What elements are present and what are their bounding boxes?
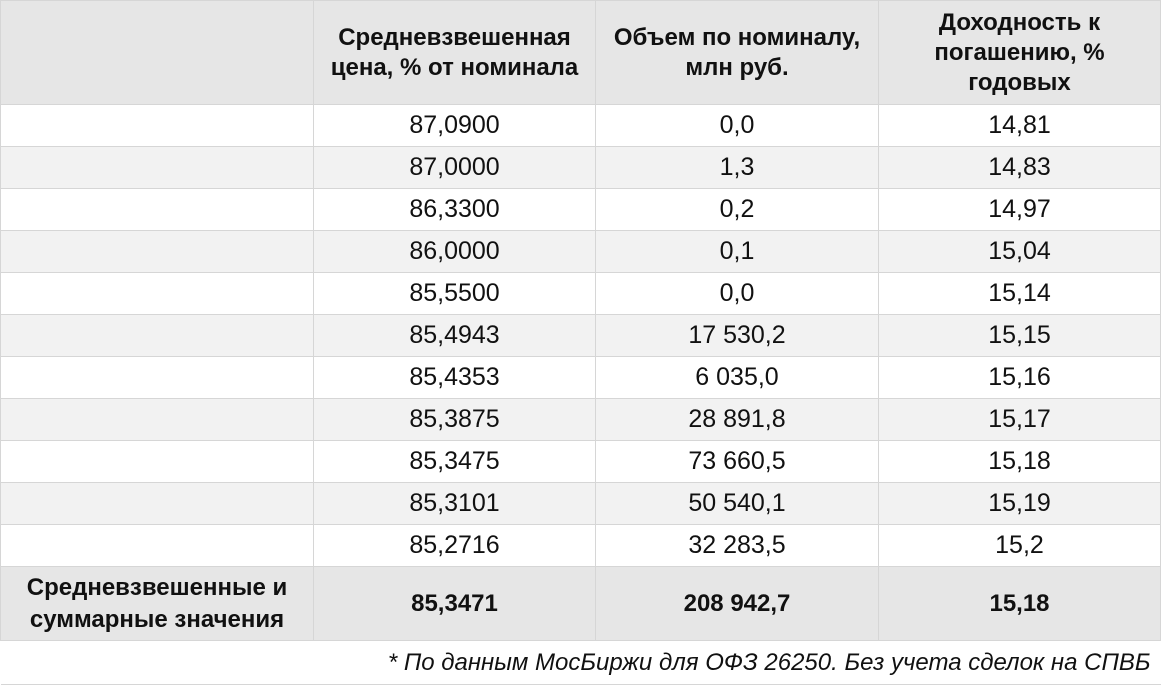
yield-cell: 14,97 [878, 188, 1161, 231]
row-label-cell [0, 482, 314, 525]
yield-cell: 15,15 [878, 314, 1161, 357]
table-row: 86,3300 0,2 14,97 [0, 188, 1161, 231]
price-cell: 85,5500 [313, 272, 596, 315]
yield-cell: 15,14 [878, 272, 1161, 315]
header-yield: Доходность к погашению, % годовых [878, 0, 1161, 105]
yield-cell: 15,17 [878, 398, 1161, 441]
volume-cell: 0,0 [595, 104, 879, 147]
row-label-cell [0, 272, 314, 315]
table-row: 85,3101 50 540,1 15,19 [0, 482, 1161, 525]
header-empty-cell [0, 0, 314, 105]
footnote-row: * По данным МосБиржи для ОФЗ 26250. Без … [0, 640, 1161, 685]
row-label-cell [0, 440, 314, 483]
volume-cell: 0,2 [595, 188, 879, 231]
volume-cell: 73 660,5 [595, 440, 879, 483]
volume-cell: 6 035,0 [595, 356, 879, 399]
volume-cell: 1,3 [595, 146, 879, 189]
total-volume: 208 942,7 [595, 566, 879, 641]
price-cell: 86,0000 [313, 230, 596, 273]
volume-cell: 28 891,8 [595, 398, 879, 441]
table-row: 85,4353 6 035,0 15,16 [0, 356, 1161, 399]
table-row: 85,2716 32 283,5 15,2 [0, 524, 1161, 567]
volume-cell: 0,0 [595, 272, 879, 315]
table-row: 85,3475 73 660,5 15,18 [0, 440, 1161, 483]
price-cell: 85,2716 [313, 524, 596, 567]
row-label-cell [0, 104, 314, 147]
footnote: * По данным МосБиржи для ОФЗ 26250. Без … [0, 640, 1161, 685]
header-row: Средневзвешенная цена, % от номинала Объ… [0, 0, 1161, 105]
row-label-cell [0, 356, 314, 399]
price-cell: 87,0900 [313, 104, 596, 147]
table-row: 85,5500 0,0 15,14 [0, 272, 1161, 315]
total-yield: 15,18 [878, 566, 1161, 641]
row-label-cell [0, 398, 314, 441]
price-cell: 85,4943 [313, 314, 596, 357]
table-row: 87,0000 1,3 14,83 [0, 146, 1161, 189]
price-cell: 85,3875 [313, 398, 596, 441]
table-row: 85,3875 28 891,8 15,17 [0, 398, 1161, 441]
price-cell: 86,3300 [313, 188, 596, 231]
total-label: Средневзвешенные и суммарные значения [0, 566, 314, 641]
yield-cell: 15,16 [878, 356, 1161, 399]
volume-cell: 17 530,2 [595, 314, 879, 357]
row-label-cell [0, 146, 314, 189]
table-row: 85,4943 17 530,2 15,15 [0, 314, 1161, 357]
total-row: Средневзвешенные и суммарные значения 85… [0, 566, 1161, 641]
yield-cell: 14,83 [878, 146, 1161, 189]
row-label-cell [0, 314, 314, 357]
yield-cell: 15,18 [878, 440, 1161, 483]
yield-cell: 14,81 [878, 104, 1161, 147]
volume-cell: 50 540,1 [595, 482, 879, 525]
yield-cell: 15,19 [878, 482, 1161, 525]
price-cell: 87,0000 [313, 146, 596, 189]
yield-cell: 15,2 [878, 524, 1161, 567]
volume-cell: 32 283,5 [595, 524, 879, 567]
row-label-cell [0, 524, 314, 567]
row-label-cell [0, 188, 314, 231]
volume-cell: 0,1 [595, 230, 879, 273]
price-cell: 85,4353 [313, 356, 596, 399]
price-cell: 85,3475 [313, 440, 596, 483]
yield-cell: 15,04 [878, 230, 1161, 273]
table-row: 87,0900 0,0 14,81 [0, 104, 1161, 147]
total-price: 85,3471 [313, 566, 596, 641]
price-cell: 85,3101 [313, 482, 596, 525]
header-price: Средневзвешенная цена, % от номинала [313, 0, 596, 105]
header-volume: Объем по номиналу, млн руб. [595, 0, 879, 105]
table-row: 86,0000 0,1 15,04 [0, 230, 1161, 273]
row-label-cell [0, 230, 314, 273]
